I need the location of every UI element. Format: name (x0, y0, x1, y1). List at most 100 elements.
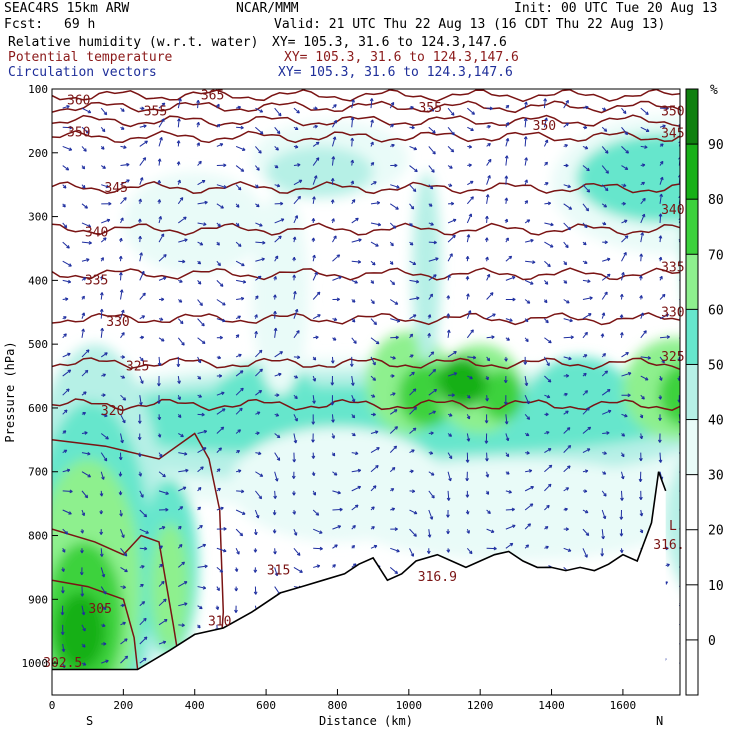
colorbar-label: 80 (708, 193, 724, 208)
vector-head (414, 168, 418, 173)
vector-head (490, 529, 495, 534)
vector-head (87, 451, 91, 456)
vector-head (118, 492, 123, 496)
circulation-vector (158, 581, 165, 587)
vector-head (242, 511, 246, 515)
vector-head (274, 164, 279, 169)
circulation-vector (582, 203, 589, 212)
circulation-vector (139, 271, 145, 281)
vector-head (428, 203, 433, 207)
theta-label: 316.9 (418, 570, 457, 585)
vector-head (82, 411, 86, 416)
circulation-vector (216, 203, 224, 209)
vector-head (583, 125, 588, 130)
circulation-vector (370, 375, 376, 381)
circulation-vector (621, 107, 627, 114)
vector-head (103, 641, 107, 646)
circulation-vector (100, 567, 105, 578)
circulation-vector (370, 318, 377, 325)
vector-head (80, 593, 85, 597)
vector-head (314, 271, 318, 276)
circulation-vector (351, 239, 362, 243)
vector-head (351, 319, 356, 323)
vector-head (197, 506, 201, 511)
vector-head (433, 240, 437, 245)
circulation-vector (139, 375, 144, 384)
vector-head (411, 371, 415, 376)
plot-frame (51, 88, 681, 696)
circulation-vector (62, 490, 73, 493)
colorbar-segment (686, 529, 698, 585)
circulation-vector (563, 547, 572, 552)
colorbar-frame (685, 88, 699, 696)
circulation-vector (447, 107, 455, 116)
vector-head (315, 512, 320, 516)
circulation-vector (274, 328, 277, 338)
vector-head (99, 292, 104, 296)
vector-head (446, 549, 451, 553)
vector-head (240, 168, 245, 172)
vector-head (565, 244, 569, 249)
colorbar-segment (686, 474, 698, 530)
vector-head (161, 580, 165, 585)
vector-head (157, 199, 162, 203)
circulation-vector (62, 260, 72, 267)
vector-head (624, 219, 628, 224)
vector-head (255, 295, 259, 299)
circulation-vector (158, 254, 167, 262)
vector-head (292, 256, 296, 261)
vector-head (179, 320, 184, 325)
vector-head (182, 486, 187, 491)
vector-head (67, 352, 71, 357)
vector-head (466, 438, 471, 442)
vector-head (137, 420, 142, 424)
vector-head (338, 275, 342, 280)
circulation-vector (332, 235, 337, 243)
vector-head (641, 396, 645, 400)
vector-head (272, 530, 277, 534)
circulation-vector (62, 105, 70, 109)
vector-head (235, 204, 240, 208)
circulation-vector (197, 337, 206, 344)
theta-label: 302.5 (43, 656, 82, 671)
rh-region (705, 89, 740, 370)
vector-head (602, 471, 607, 475)
circulation-vector (139, 395, 142, 406)
vector-head (484, 420, 489, 424)
circulation-vector (81, 258, 90, 262)
vector-head (314, 106, 318, 111)
vector-head (409, 333, 414, 338)
vector-head (273, 551, 277, 555)
circulation-vector (505, 276, 516, 281)
theta-contour (52, 181, 680, 195)
vector-head (584, 390, 589, 394)
vector-head (624, 413, 628, 418)
vector-head (216, 242, 220, 246)
vector-head (357, 485, 362, 490)
circulation-vector (659, 452, 662, 463)
vector-head (62, 430, 67, 434)
vector-head (601, 312, 606, 316)
vector-head (222, 302, 226, 306)
vector-head (239, 370, 244, 374)
vector-head (334, 544, 338, 548)
vector-head (532, 260, 536, 264)
theta-label: 335 (661, 261, 684, 276)
circulation-vector (62, 279, 71, 283)
vector-head (161, 526, 166, 530)
vector-head (508, 490, 512, 494)
circulation-vector (158, 137, 163, 147)
vector-head (372, 412, 376, 417)
vector-head (525, 544, 530, 548)
vector-head (545, 182, 549, 186)
circulation-vector (197, 100, 199, 109)
vector-head (602, 107, 607, 111)
vector-head (317, 314, 321, 318)
vector-head (391, 281, 396, 286)
vector-head (526, 400, 530, 405)
circulation-vector (486, 313, 496, 320)
vector-head (435, 257, 439, 261)
vector-head (157, 158, 162, 162)
vector-head (504, 175, 509, 179)
circulation-vector (254, 509, 259, 519)
